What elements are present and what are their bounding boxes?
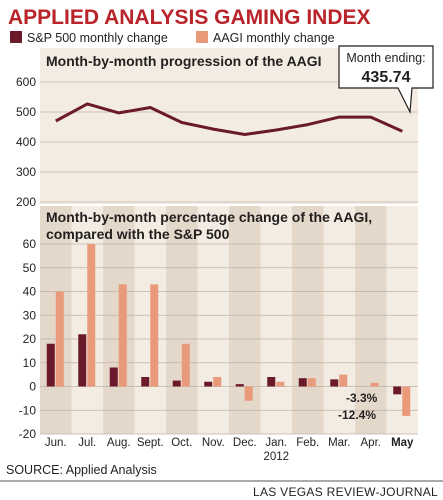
x-category-label: Dec. [233,437,257,449]
callout: Month ending: 435.74 [338,45,434,115]
bar-chart-grid [40,243,418,435]
bar-y-tick-label: 10 [23,356,37,370]
bar-y-tick-label: 50 [23,261,37,275]
bar-chart-title-line1: Month-by-month percentage change of the … [46,209,372,225]
line-y-tick-label: 500 [16,105,36,119]
source-note: SOURCE: Applied Analysis [6,463,157,477]
bar-sp500 [267,377,276,387]
aagi-line [55,102,403,136]
publication-credit: LAS VEGAS REVIEW-JOURNAL [253,485,438,499]
bar-aagi [213,377,222,387]
legend: S&P 500 monthly change AAGI monthly chan… [10,31,335,45]
bar-y-tick-label: 40 [23,285,37,299]
bar-sp500 [109,367,118,387]
x-year-label: 2012 [263,451,289,463]
line-y-tick-label: 400 [16,135,36,149]
callout-box [338,45,434,115]
bar-chart-bars [46,244,411,416]
bar-y-tick-label: -20 [19,427,37,441]
line-y-tick-label: 300 [16,165,36,179]
bar-aagi [307,378,316,387]
column-stripe [292,206,324,434]
line-chart-y-ticks: 200 300 400 500 600 [16,75,36,209]
bar-sp500 [330,379,339,387]
callout-title: Month ending: [346,51,425,65]
bar-aagi [150,284,159,387]
x-category-label: Mar. [328,437,350,449]
bar-aagi [370,382,379,387]
bar-sp500 [204,381,213,387]
bar-aagi [181,343,190,387]
bar-sp500 [78,334,87,387]
line-y-tick-label: 600 [16,75,36,89]
bar-aagi [55,291,64,387]
callout-value: 435.74 [362,69,411,86]
legend-label-sp500: S&P 500 monthly change [27,31,168,45]
bar-y-tick-label: 20 [23,332,37,346]
bar-aagi [402,386,411,416]
chart-title: APPLIED ANALYSIS GAMING INDEX [8,6,371,29]
bar-chart-x-labels: Jun. Jul. Aug. Sept. Oct. Nov. Dec. Jan. Feb. Mar… [45,437,414,463]
bar-chart-title-line2: compared with the S&P 500 [46,226,230,242]
legend-swatch-sp500 [10,31,22,43]
line-chart-title: Month-by-month progression of the AAGI [46,53,322,69]
bar-aagi [244,386,253,401]
x-category-label: May [391,437,414,449]
bar-y-tick-label: 0 [29,380,36,394]
x-category-label: Sept. [137,437,164,449]
bar-y-tick-label: 30 [23,308,37,322]
bar-chart-panel: Month-by-month percentage change of the … [19,206,418,463]
x-category-label: Feb. [296,437,319,449]
data-label-aagi-may: -12.4% [338,408,376,422]
bar-sp500 [141,377,150,387]
x-category-label: Oct. [171,437,192,449]
bar-sp500 [393,386,402,395]
bar-sp500 [235,384,244,387]
bar-aagi [118,284,127,387]
line-y-tick-label: 200 [16,195,36,209]
bar-y-tick-label: 60 [23,237,37,251]
data-label-sp500-may: -3.3% [346,391,378,405]
bar-aagi [87,244,96,387]
x-category-label: Jun. [45,437,67,449]
line-chart-grid [40,81,418,203]
x-category-label: Jan. [265,437,287,449]
bar-chart-y-ticks: -20 -10 0 10 20 30 40 50 60 [19,237,37,441]
bar-aagi [276,381,285,387]
bar-sp500 [172,380,181,387]
legend-label-aagi: AAGI monthly change [213,31,335,45]
x-category-label: Apr. [361,437,381,449]
bar-sp500 [298,378,307,387]
x-category-label: Jul. [78,437,96,449]
bar-y-tick-label: -10 [19,403,37,417]
bar-aagi [339,374,348,387]
bar-sp500 [46,343,55,387]
x-category-label: Aug. [107,437,131,449]
legend-swatch-aagi [196,31,208,43]
x-category-label: Nov. [202,437,225,449]
